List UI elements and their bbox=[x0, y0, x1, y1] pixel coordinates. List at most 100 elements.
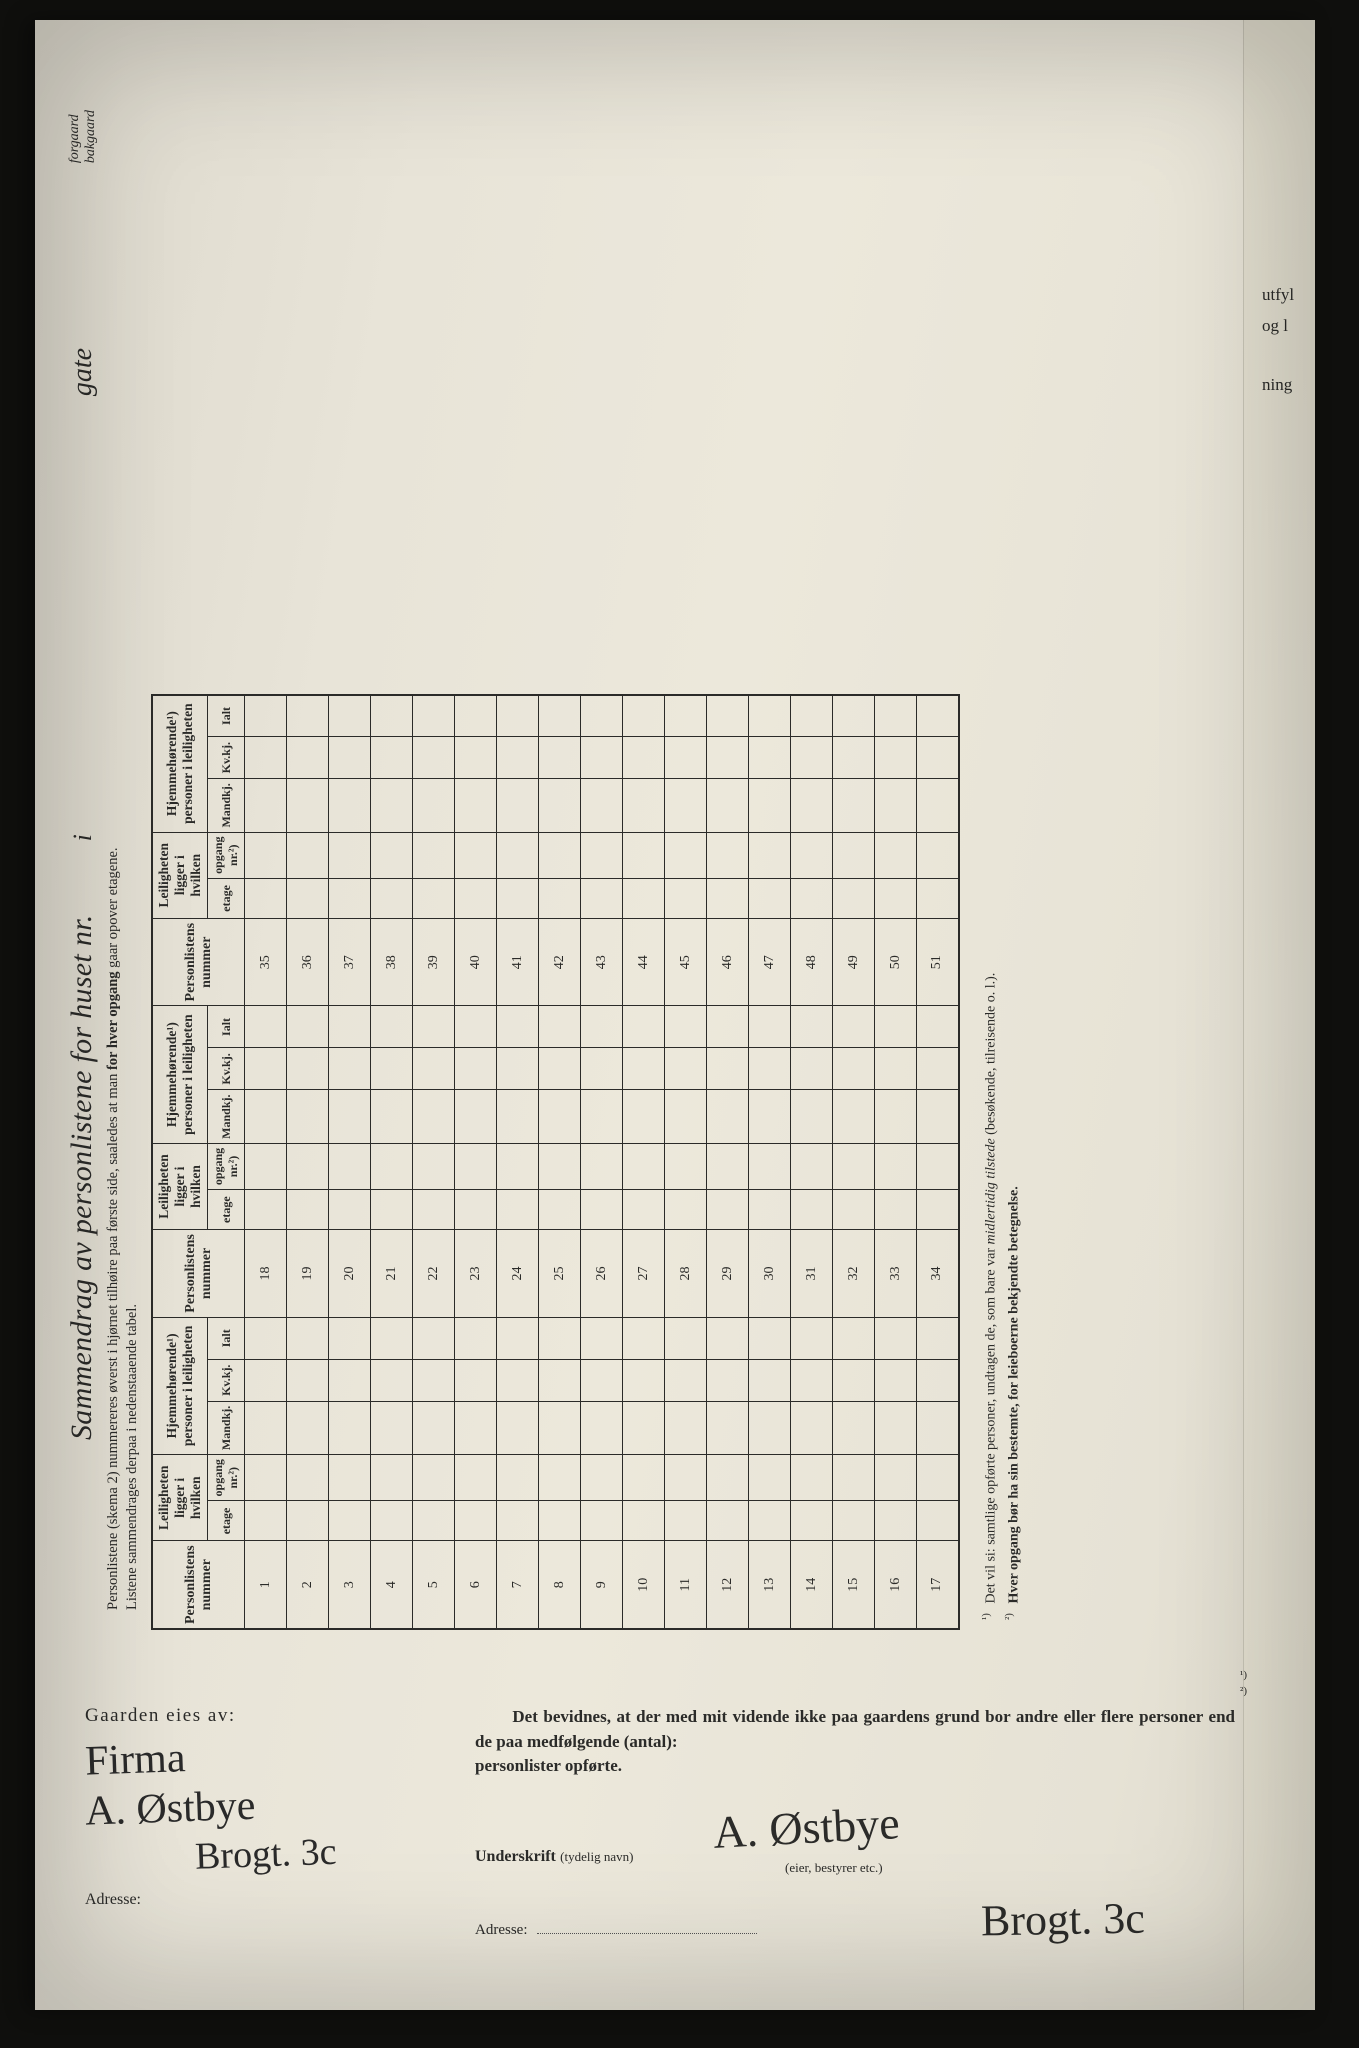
row-number-cell: 47 bbox=[749, 918, 791, 1006]
corner-mark: ¹) bbox=[1240, 1669, 1247, 1681]
empty-cell bbox=[623, 878, 665, 918]
empty-cell bbox=[581, 878, 623, 918]
rotated-form-area: Sammendrag av personlistene for huset nr… bbox=[65, 50, 1245, 1670]
empty-cell bbox=[329, 1143, 371, 1189]
empty-cell bbox=[245, 1501, 287, 1541]
address-2-label: Adresse: bbox=[475, 1922, 528, 1938]
empty-cell bbox=[833, 1143, 875, 1189]
empty-cell bbox=[707, 1317, 749, 1359]
empty-cell bbox=[833, 1048, 875, 1090]
eier-subtext: (eier, bestyrer etc.) bbox=[785, 1860, 1235, 1876]
empty-cell bbox=[497, 1501, 539, 1541]
empty-cell bbox=[455, 1143, 497, 1189]
empty-cell bbox=[917, 1048, 959, 1090]
row-number-cell: 8 bbox=[539, 1541, 581, 1629]
underskrift-sub: (tydelig navn) bbox=[560, 1849, 633, 1864]
empty-cell bbox=[833, 1455, 875, 1501]
empty-cell bbox=[749, 1317, 791, 1359]
empty-cell bbox=[245, 1401, 287, 1454]
row-number-cell: 35 bbox=[245, 918, 287, 1006]
col-sub-hdr_mandkj: Mandkj. bbox=[208, 1090, 245, 1143]
col-sub-hdr_etage: etage bbox=[208, 878, 245, 918]
empty-cell bbox=[833, 737, 875, 779]
empty-cell bbox=[749, 1006, 791, 1048]
empty-cell bbox=[875, 1143, 917, 1189]
empty-cell bbox=[287, 1501, 329, 1541]
empty-cell bbox=[749, 1455, 791, 1501]
empty-cell bbox=[875, 1048, 917, 1090]
empty-cell bbox=[539, 1143, 581, 1189]
summary-table: Personlistens nummerLeiligheten ligger i… bbox=[151, 694, 960, 1630]
empty-cell bbox=[581, 1501, 623, 1541]
empty-cell bbox=[707, 1455, 749, 1501]
empty-cell bbox=[539, 1359, 581, 1401]
row-number-cell: 32 bbox=[833, 1230, 875, 1318]
empty-cell bbox=[287, 1455, 329, 1501]
col-sub-hdr_opgang: opgang nr.²) bbox=[208, 832, 245, 878]
corner-mark: ²) bbox=[1240, 1685, 1247, 1697]
empty-cell bbox=[917, 1359, 959, 1401]
row-number-cell: 20 bbox=[329, 1230, 371, 1318]
address-label: Adresse: bbox=[85, 1891, 465, 1909]
empty-cell bbox=[875, 1455, 917, 1501]
empty-cell bbox=[329, 1090, 371, 1143]
empty-cell bbox=[875, 1501, 917, 1541]
row-number-cell: 27 bbox=[623, 1230, 665, 1318]
empty-cell bbox=[329, 878, 371, 918]
empty-cell bbox=[581, 1006, 623, 1048]
empty-cell bbox=[791, 1006, 833, 1048]
footnote-1: ¹) Det vil si: samtlige opførte personer… bbox=[978, 100, 1002, 1620]
empty-cell bbox=[329, 695, 371, 737]
empty-cell bbox=[455, 832, 497, 878]
empty-cell bbox=[707, 878, 749, 918]
empty-cell bbox=[875, 878, 917, 918]
row-number-cell: 1 bbox=[245, 1541, 287, 1629]
empty-cell bbox=[665, 1317, 707, 1359]
empty-cell bbox=[707, 832, 749, 878]
empty-cell bbox=[245, 779, 287, 832]
empty-cell bbox=[791, 695, 833, 737]
empty-cell bbox=[245, 1359, 287, 1401]
empty-cell bbox=[833, 1317, 875, 1359]
empty-cell bbox=[875, 1190, 917, 1230]
empty-cell bbox=[749, 1359, 791, 1401]
row-number-cell: 21 bbox=[371, 1230, 413, 1318]
row-number-cell: 43 bbox=[581, 918, 623, 1006]
empty-cell bbox=[371, 695, 413, 737]
empty-cell bbox=[581, 737, 623, 779]
empty-cell bbox=[791, 779, 833, 832]
empty-cell bbox=[497, 1190, 539, 1230]
footnote-text: (besøkende, tilreisende o. l.). bbox=[983, 973, 998, 1135]
empty-cell bbox=[749, 1190, 791, 1230]
footnote-2: ²) Hver opgang bør ha sin bestemte, for … bbox=[1001, 100, 1025, 1620]
empty-cell bbox=[245, 1090, 287, 1143]
empty-cell bbox=[371, 832, 413, 878]
empty-cell bbox=[581, 1190, 623, 1230]
empty-cell bbox=[245, 1006, 287, 1048]
row-number-cell: 46 bbox=[707, 918, 749, 1006]
address-dotted-line bbox=[537, 1933, 757, 1934]
empty-cell bbox=[539, 695, 581, 737]
empty-cell bbox=[539, 1401, 581, 1454]
row-number-cell: 49 bbox=[833, 918, 875, 1006]
empty-cell bbox=[623, 737, 665, 779]
empty-cell bbox=[791, 878, 833, 918]
owner-label: Gaarden eies av: bbox=[85, 1705, 465, 1727]
empty-cell bbox=[581, 1143, 623, 1189]
row-number-cell: 36 bbox=[287, 918, 329, 1006]
empty-cell bbox=[581, 1048, 623, 1090]
empty-cell bbox=[245, 1190, 287, 1230]
empty-cell bbox=[875, 1359, 917, 1401]
empty-cell bbox=[539, 832, 581, 878]
empty-cell bbox=[497, 832, 539, 878]
empty-cell bbox=[539, 779, 581, 832]
col-sub-hdr_mandkj: Mandkj. bbox=[208, 779, 245, 832]
empty-cell bbox=[245, 1317, 287, 1359]
empty-cell bbox=[707, 1006, 749, 1048]
empty-cell bbox=[413, 737, 455, 779]
row-number-cell: 22 bbox=[413, 1230, 455, 1318]
row-number-cell: 25 bbox=[539, 1230, 581, 1318]
empty-cell bbox=[455, 1359, 497, 1401]
empty-cell bbox=[329, 1501, 371, 1541]
row-number-cell: 14 bbox=[791, 1541, 833, 1629]
